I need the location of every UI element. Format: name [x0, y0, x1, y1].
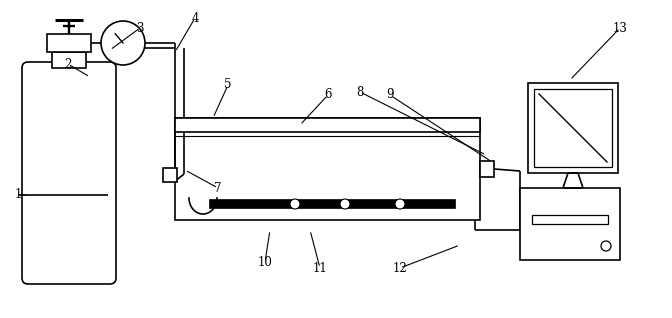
Bar	[175, 118, 480, 220]
Bar	[532, 215, 608, 225]
Bar	[210, 200, 455, 208]
Text: 4: 4	[192, 11, 199, 24]
Bar	[534, 89, 612, 167]
Text: 13: 13	[613, 22, 628, 34]
Bar	[47, 34, 91, 52]
Text: 2: 2	[65, 58, 72, 71]
Text: 7: 7	[214, 182, 222, 195]
Bar	[175, 118, 480, 132]
Text: 8: 8	[356, 86, 364, 99]
Circle shape	[340, 199, 350, 209]
Text: 10: 10	[257, 255, 272, 268]
Text: 5: 5	[224, 79, 232, 92]
Bar	[528, 83, 618, 173]
Text: 6: 6	[325, 88, 332, 101]
Circle shape	[395, 199, 405, 209]
Bar	[480, 161, 494, 177]
Text: 1: 1	[14, 189, 22, 202]
Bar	[520, 188, 620, 260]
Bar	[163, 168, 177, 182]
Text: 3: 3	[136, 22, 144, 34]
Bar	[52, 52, 86, 68]
FancyBboxPatch shape	[22, 62, 116, 284]
Text: 9: 9	[386, 88, 394, 101]
Circle shape	[601, 241, 611, 251]
Circle shape	[101, 21, 145, 65]
Text: 12: 12	[392, 261, 407, 274]
Text: 11: 11	[312, 261, 327, 274]
Circle shape	[290, 199, 300, 209]
